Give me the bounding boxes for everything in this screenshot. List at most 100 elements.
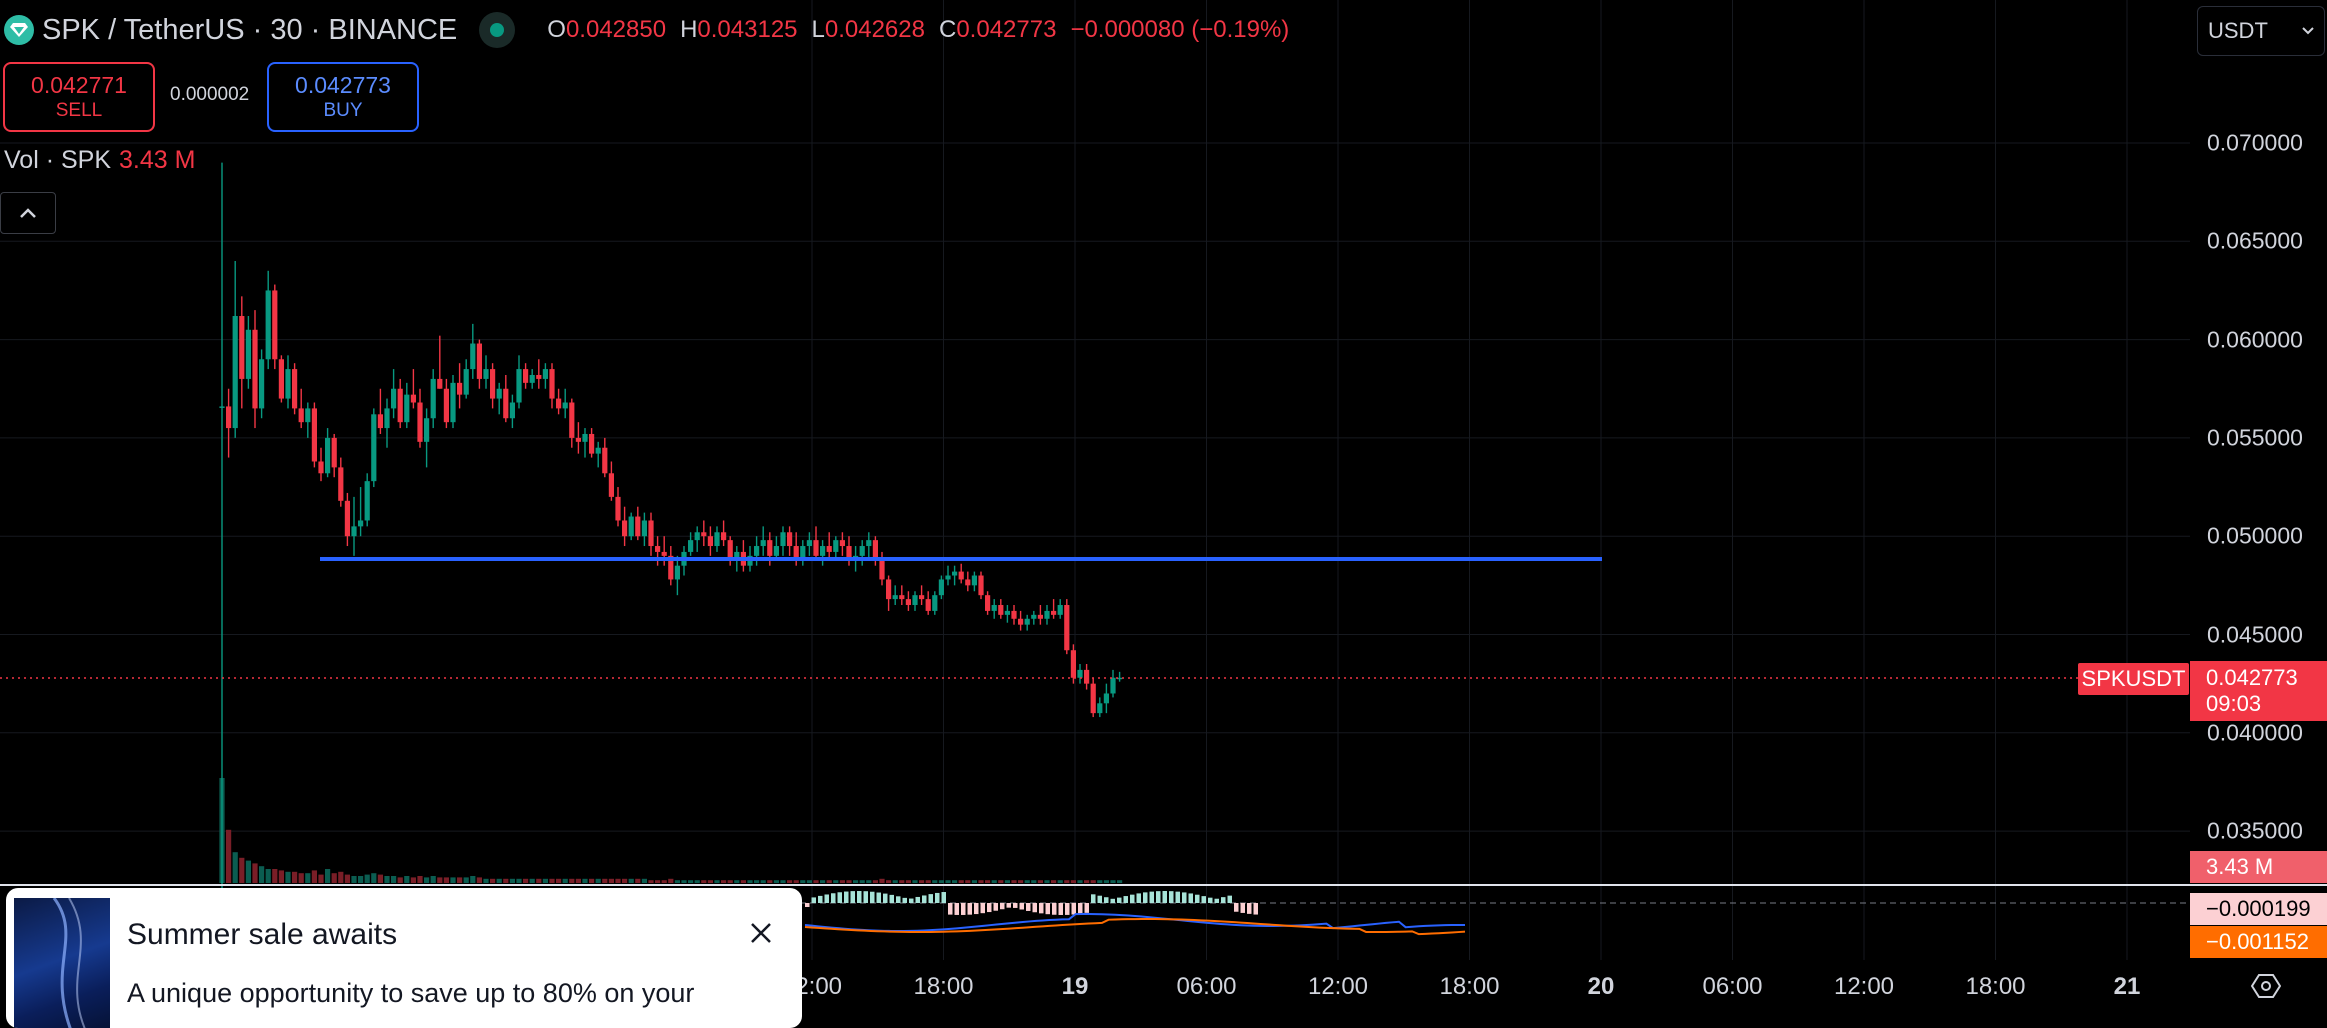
macd-line xyxy=(804,913,1466,932)
candle-body xyxy=(1097,703,1103,714)
candle-body xyxy=(839,540,845,547)
candle-body xyxy=(1051,610,1057,615)
macd-histogram-bar xyxy=(863,891,868,903)
candle-body xyxy=(628,516,634,537)
volume-bar xyxy=(1070,880,1076,883)
candle-body xyxy=(516,369,522,403)
macd-histogram-bar xyxy=(1175,891,1180,903)
chart-canvas[interactable] xyxy=(0,0,2327,1007)
macd-histogram-bar xyxy=(1032,903,1037,913)
volume-bar xyxy=(569,878,575,883)
collapse-legend-button[interactable] xyxy=(0,192,56,234)
candle-body xyxy=(800,546,806,560)
promo-popup[interactable]: Summer sale awaits A unique opportunity … xyxy=(6,888,802,1028)
volume-bar xyxy=(430,876,436,883)
candle-body xyxy=(919,595,925,600)
volume-bar xyxy=(773,880,779,883)
macd-histogram-bar xyxy=(1182,892,1187,903)
volume-bar xyxy=(1077,880,1083,883)
candle-body xyxy=(872,540,878,560)
candle-body xyxy=(509,402,515,419)
volume-bar xyxy=(245,860,251,883)
candle-body xyxy=(358,520,364,527)
macd-histogram-bar xyxy=(1091,894,1096,903)
volume-bar xyxy=(318,874,324,883)
candle-body xyxy=(536,374,542,379)
volume-bar xyxy=(747,880,753,883)
volume-bar xyxy=(1097,880,1103,883)
candle-body xyxy=(694,532,700,541)
candle-body xyxy=(998,605,1004,615)
volume-bar xyxy=(707,880,713,883)
volume-legend[interactable]: Vol · SPK 3.43 M xyxy=(4,146,195,175)
volume-bar xyxy=(1011,880,1017,883)
volume-bar xyxy=(674,880,680,883)
volume-bar xyxy=(1004,880,1010,883)
candle-body xyxy=(813,540,819,556)
candle-body xyxy=(991,605,997,611)
volume-bar xyxy=(523,878,529,883)
chart-settings-button[interactable] xyxy=(2248,968,2284,1004)
volume-bar xyxy=(582,878,588,883)
volume-bar xyxy=(813,880,819,883)
volume-bar xyxy=(1031,880,1037,883)
volume-bar xyxy=(866,880,872,883)
candle-body xyxy=(371,414,377,482)
buy-button[interactable]: 0.042773 BUY xyxy=(267,62,419,132)
macd-histogram-bar xyxy=(1240,903,1245,913)
macd-histogram-bar xyxy=(1013,903,1018,908)
volume-bar xyxy=(305,873,311,883)
macd-histogram-bar xyxy=(1000,903,1005,910)
candle-body xyxy=(892,595,898,600)
currency-select[interactable]: USDT xyxy=(2197,6,2325,56)
candle-body xyxy=(325,437,331,474)
candle-body xyxy=(278,359,284,399)
candle-body xyxy=(1018,618,1024,625)
volume-bar xyxy=(556,878,562,883)
candle-body xyxy=(417,402,423,442)
macd-histogram-bar xyxy=(1156,891,1161,903)
volume-bar xyxy=(628,878,634,883)
candle-body xyxy=(259,359,265,409)
volume-bar xyxy=(932,880,938,883)
volume-bar xyxy=(787,880,793,883)
macd-histogram-bar xyxy=(896,896,901,903)
candle-body xyxy=(945,575,951,580)
volume-bar xyxy=(351,876,357,883)
volume-bar xyxy=(1057,880,1063,883)
macd-histogram-bar xyxy=(1006,903,1011,908)
candle-body xyxy=(773,546,779,556)
ohlc-close-value: 0.042773 xyxy=(956,16,1057,43)
close-icon[interactable] xyxy=(746,918,776,948)
candle-body xyxy=(661,551,667,556)
macd-histogram-bar xyxy=(1208,897,1213,903)
volume-bar xyxy=(1110,880,1116,883)
volume-bar xyxy=(793,880,799,883)
volume-bar xyxy=(681,880,687,883)
market-status-icon[interactable] xyxy=(479,12,516,48)
symbol-title[interactable]: SPK / TetherUS · 30 · BINANCE xyxy=(42,13,458,46)
ohlc-open-value: 0.042850 xyxy=(565,16,667,43)
ohlc-high-key: H xyxy=(680,16,698,43)
volume-bar xyxy=(1018,880,1024,883)
candle-body xyxy=(490,369,496,399)
sell-button[interactable]: 0.042771 SELL xyxy=(3,62,155,132)
macd-histogram-bar xyxy=(811,897,816,903)
candle-body xyxy=(457,382,463,395)
candle-body xyxy=(952,571,958,576)
candle-body xyxy=(925,599,931,611)
candle-body xyxy=(734,551,740,560)
macd-histogram-bar xyxy=(883,893,888,903)
candle-body xyxy=(391,388,397,409)
time-axis-label: 21 xyxy=(2113,973,2141,1000)
volume-bar xyxy=(226,829,232,883)
candle-body xyxy=(655,546,661,552)
volume-bar xyxy=(1064,880,1070,883)
volume-bar xyxy=(608,878,614,883)
macd-histogram-bar xyxy=(1221,897,1226,903)
volume-bar xyxy=(509,878,515,883)
promo-title: Summer sale awaits xyxy=(127,918,398,951)
candle-body xyxy=(1044,610,1050,619)
buy-label: BUY xyxy=(323,100,363,121)
volume-bar xyxy=(424,877,430,883)
